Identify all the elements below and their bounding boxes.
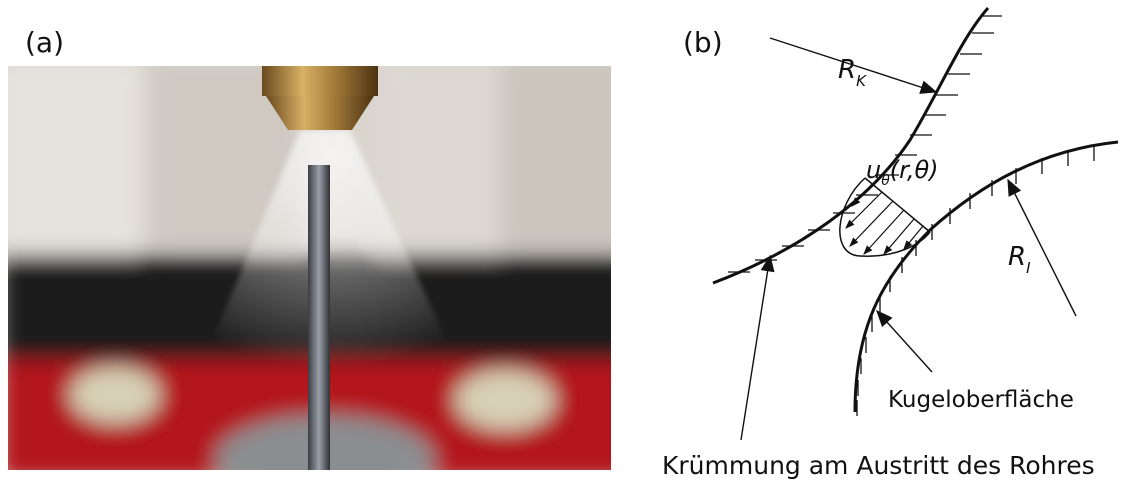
symbol: R	[1008, 242, 1026, 272]
figure: (a) (b)	[0, 0, 1124, 483]
symbol: R	[838, 55, 856, 85]
outer-radius-label: RK	[838, 55, 867, 90]
symbol: u	[866, 156, 881, 184]
subscript: K	[856, 72, 867, 90]
arguments: (r,θ)	[890, 156, 939, 184]
sphere-label: Kugeloberfläche	[888, 387, 1074, 413]
photo	[0, 60, 640, 483]
diagram	[713, 8, 1118, 440]
curvature-label: Krümmung am Austritt des Rohres	[662, 451, 1095, 480]
subscript: I	[1026, 259, 1031, 277]
velocity-label: uθ(r,θ)	[866, 156, 939, 189]
panel-label: (b)	[683, 26, 723, 59]
inner-radius-label: RI	[1008, 242, 1031, 277]
panel-label: (a)	[25, 26, 64, 59]
